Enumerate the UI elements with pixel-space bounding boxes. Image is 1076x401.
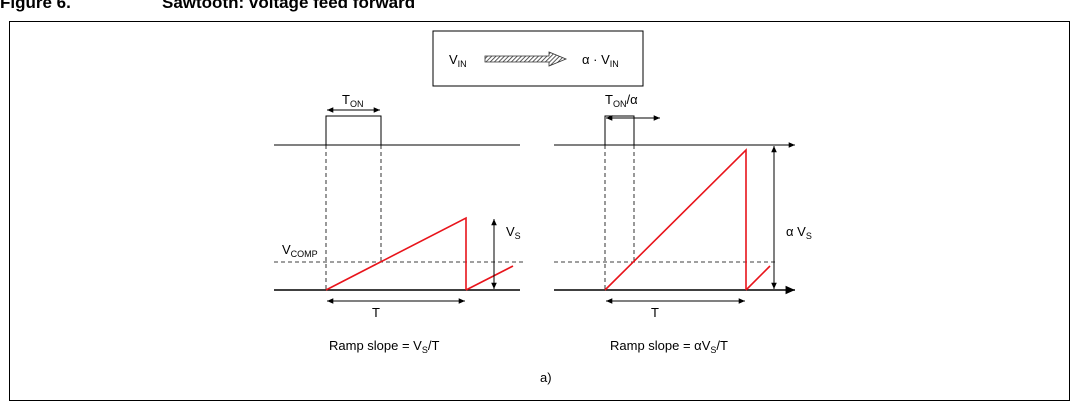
right-sawtooth-ramp — [604, 148, 747, 291]
vs-label: VS — [506, 224, 521, 241]
vcomp-label: VCOMP — [282, 242, 318, 259]
left-sawtooth-next-ramp — [465, 265, 514, 291]
left-ramp-slope-text: Ramp slope = VS/T — [329, 338, 439, 355]
left-sawtooth-ramp — [325, 216, 467, 291]
left-panel: TON VS VCOMP T Ramp slope = VS/T — [274, 92, 525, 355]
legend-box: VIN α · VIN — [432, 30, 644, 87]
right-sawtooth-next-ramp — [745, 265, 771, 291]
right-pulse — [604, 115, 635, 146]
hatched-arrow-icon — [484, 51, 568, 67]
figure-title: Sawtooth: voltage feed forward — [162, 0, 416, 12]
right-ton-alpha-label: TON/α — [605, 92, 638, 109]
alpha-vs-label: α VS — [786, 224, 812, 241]
right-panel: TON/α α VS T Ramp slope = αVS/T — [554, 92, 812, 355]
legend-vin-label: VIN — [449, 52, 467, 69]
right-period-label: T — [651, 305, 659, 320]
figure-label: Figure 6. — [0, 0, 71, 12]
panel-label: a) — [540, 370, 552, 385]
left-period-label: T — [372, 305, 380, 320]
left-pulse — [325, 115, 382, 145]
legend-alpha-vin-label: α · VIN — [582, 52, 619, 69]
right-ramp-slope-text: Ramp slope = αVS/T — [610, 338, 728, 355]
left-ton-label: TON — [342, 92, 363, 109]
